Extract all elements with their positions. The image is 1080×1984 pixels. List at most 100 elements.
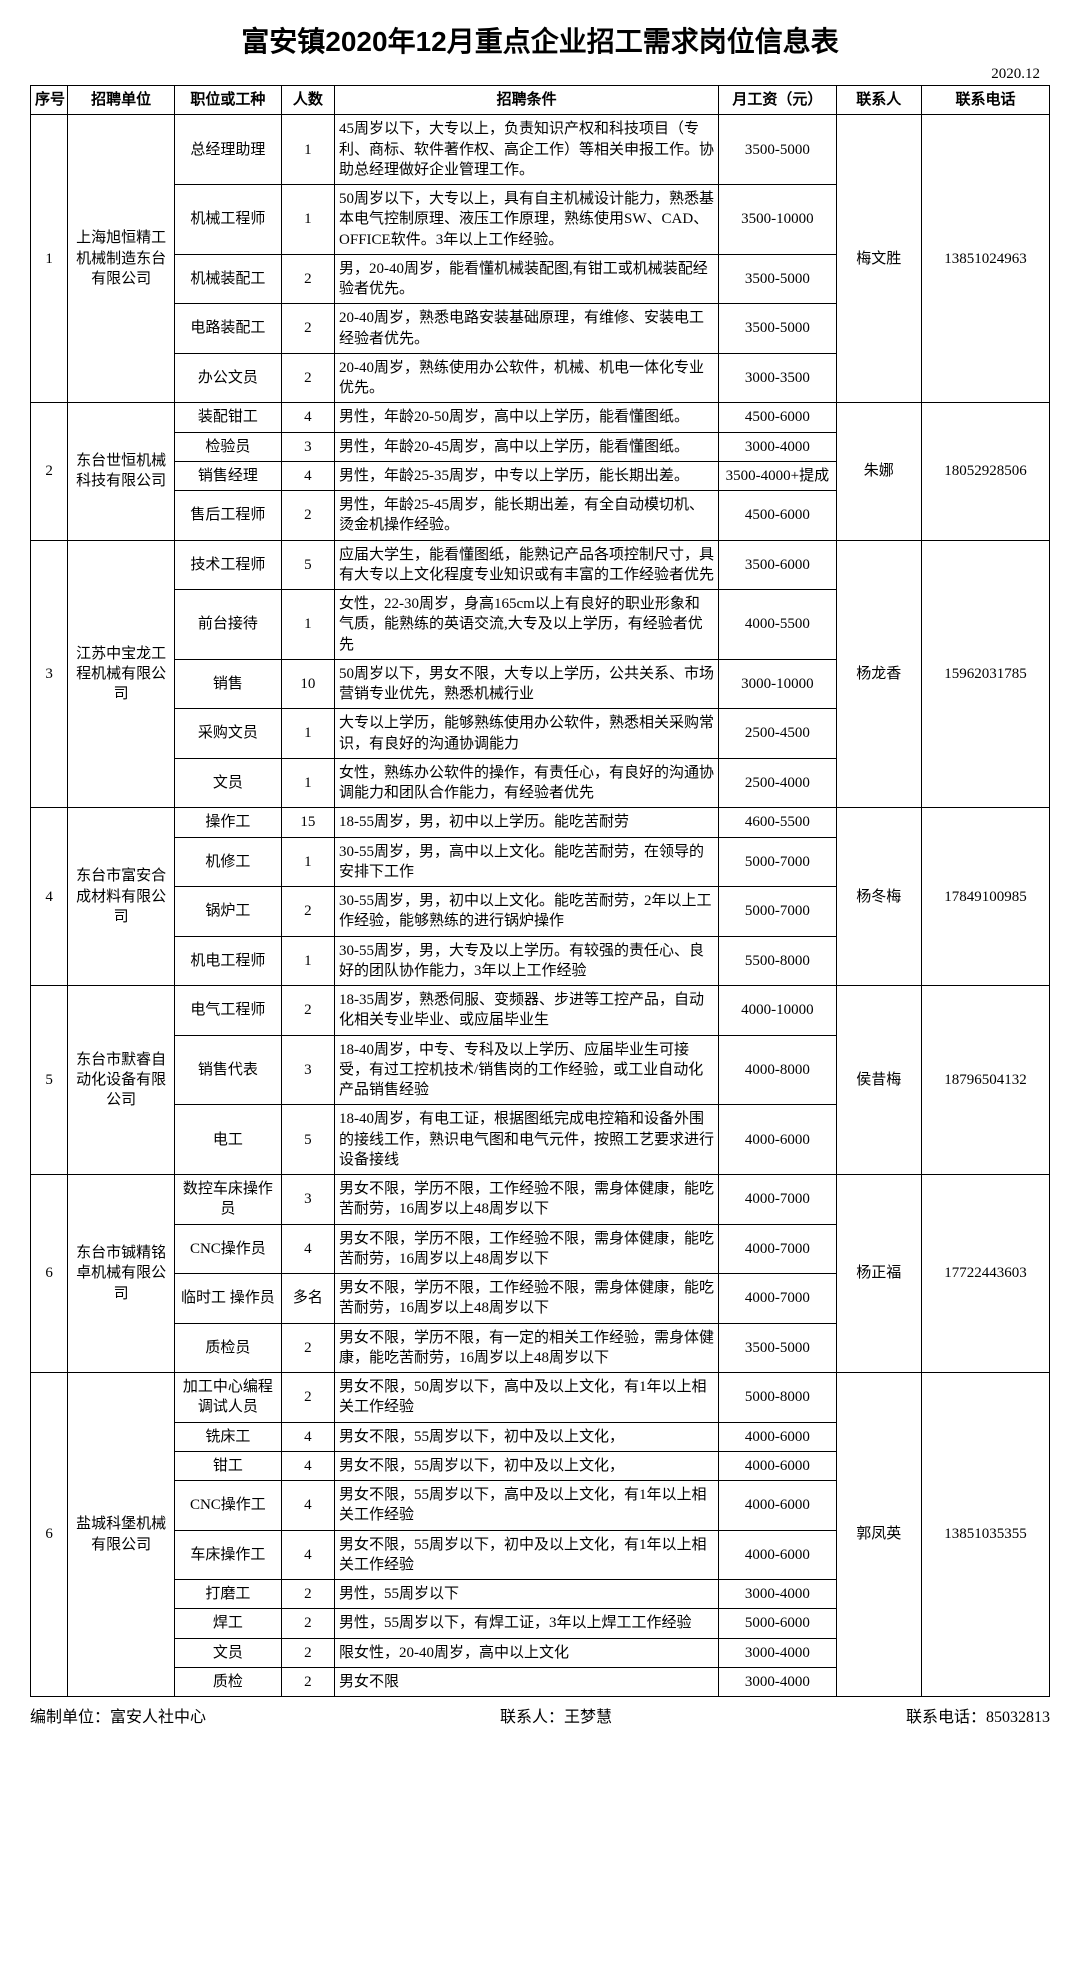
cell-position: 文员: [175, 758, 282, 808]
table-row: 6东台市铖精铭卓机械有限公司数控车床操作员3男女不限，学历不限，工作经验不限，需…: [31, 1175, 1050, 1225]
cell-company: 江苏中宝龙工程机械有限公司: [68, 540, 175, 808]
cell-count: 1: [281, 709, 334, 759]
cell-phone: 13851035355: [921, 1373, 1049, 1697]
cell-requirement: 女性，熟练办公软件的操作，有责任心，有良好的沟通协调能力和团队合作能力，有经验者…: [335, 758, 719, 808]
cell-salary: 4000-8000: [719, 1035, 836, 1105]
cell-position: 文员: [175, 1638, 282, 1667]
cell-position: 技术工程师: [175, 540, 282, 590]
cell-count: 2: [281, 887, 334, 937]
cell-count: 4: [281, 1422, 334, 1451]
cell-requirement: 男性，55周岁以下: [335, 1580, 719, 1609]
cell-idx: 6: [31, 1175, 68, 1373]
cell-salary: 4000-6000: [719, 1481, 836, 1531]
footer-phone: 联系电话：85032813: [906, 1703, 1050, 1727]
cell-contact: 杨正福: [836, 1175, 921, 1373]
cell-company: 东台世恒机械科技有限公司: [68, 403, 175, 540]
cell-count: 4: [281, 1451, 334, 1480]
cell-salary: 3500-4000+提成: [719, 461, 836, 490]
cell-count: 1: [281, 185, 334, 255]
cell-salary: 3500-5000: [719, 115, 836, 185]
cell-requirement: 男女不限，55周岁以下，初中及以上文化，有1年以上相关工作经验: [335, 1530, 719, 1580]
cell-position: 检验员: [175, 432, 282, 461]
cell-position: CNC操作工: [175, 1481, 282, 1531]
cell-salary: 5000-7000: [719, 837, 836, 887]
cell-count: 5: [281, 540, 334, 590]
cell-count: 2: [281, 1609, 334, 1638]
cell-requirement: 男，20-40周岁，能看懂机械装配图,有钳工或机械装配经验者优先。: [335, 254, 719, 304]
cell-count: 2: [281, 1323, 334, 1373]
cell-count: 1: [281, 590, 334, 660]
cell-contact: 杨冬梅: [836, 808, 921, 986]
cell-salary: 4000-7000: [719, 1224, 836, 1274]
cell-requirement: 男性，年龄25-35周岁，中专以上学历，能长期出差。: [335, 461, 719, 490]
cell-count: 2: [281, 304, 334, 354]
cell-phone: 15962031785: [921, 540, 1049, 808]
cell-requirement: 男性，年龄20-50周岁，高中以上学历，能看懂图纸。: [335, 403, 719, 432]
cell-count: 10: [281, 659, 334, 709]
cell-requirement: 50周岁以下，男女不限，大专以上学历，公共关系、市场营销专业优先，熟悉机械行业: [335, 659, 719, 709]
cell-requirement: 男女不限，学历不限，工作经验不限，需身体健康，能吃苦耐劳，16周岁以上48周岁以…: [335, 1274, 719, 1324]
table-row: 1上海旭恒精工机械制造东台有限公司总经理助理145周岁以下，大专以上，负责知识产…: [31, 115, 1050, 185]
cell-requirement: 应届大学生，能看懂图纸，能熟记产品各项控制尺寸，具有大专以上文化程度专业知识或有…: [335, 540, 719, 590]
table-row: 4东台市富安合成材料有限公司操作工1518-55周岁，男，初中以上学历。能吃苦耐…: [31, 808, 1050, 837]
cell-salary: 4000-10000: [719, 986, 836, 1036]
cell-count: 2: [281, 254, 334, 304]
cell-position: 车床操作工: [175, 1530, 282, 1580]
cell-count: 15: [281, 808, 334, 837]
cell-salary: 3000-3500: [719, 353, 836, 403]
cell-contact: 朱娜: [836, 403, 921, 540]
cell-requirement: 20-40周岁，熟悉电路安装基础原理，有维修、安装电工经验者优先。: [335, 304, 719, 354]
cell-phone: 18052928506: [921, 403, 1049, 540]
cell-count: 多名: [281, 1274, 334, 1324]
cell-count: 4: [281, 1224, 334, 1274]
cell-salary: 5000-6000: [719, 1609, 836, 1638]
cell-requirement: 30-55周岁，男，大专及以上学历。有较强的责任心、良好的团队协作能力，3年以上…: [335, 936, 719, 986]
table-body: 1上海旭恒精工机械制造东台有限公司总经理助理145周岁以下，大专以上，负责知识产…: [31, 115, 1050, 1697]
cell-count: 1: [281, 115, 334, 185]
table-header-row: 序号 招聘单位 职位或工种 人数 招聘条件 月工资（元） 联系人 联系电话: [31, 86, 1050, 115]
cell-salary: 4000-6000: [719, 1451, 836, 1480]
cell-position: 售后工程师: [175, 491, 282, 541]
page-title: 富安镇2020年12月重点企业招工需求岗位信息表: [30, 20, 1050, 60]
cell-position: 装配钳工: [175, 403, 282, 432]
cell-count: 2: [281, 1580, 334, 1609]
cell-position: 电工: [175, 1105, 282, 1175]
cell-position: 机修工: [175, 837, 282, 887]
cell-salary: 4000-5500: [719, 590, 836, 660]
cell-salary: 3000-4000: [719, 1667, 836, 1696]
cell-idx: 5: [31, 986, 68, 1175]
cell-position: 总经理助理: [175, 115, 282, 185]
cell-count: 2: [281, 353, 334, 403]
cell-count: 2: [281, 1373, 334, 1423]
cell-requirement: 18-35周岁，熟悉伺服、变频器、步进等工控产品，自动化相关专业毕业、或应届毕业…: [335, 986, 719, 1036]
cell-count: 5: [281, 1105, 334, 1175]
cell-position: 机械装配工: [175, 254, 282, 304]
cell-salary: 4500-6000: [719, 491, 836, 541]
cell-requirement: 18-40周岁，有电工证，根据图纸完成电控箱和设备外围的接线工作，熟识电气图和电…: [335, 1105, 719, 1175]
cell-requirement: 18-55周岁，男，初中以上学历。能吃苦耐劳: [335, 808, 719, 837]
cell-salary: 2500-4000: [719, 758, 836, 808]
cell-salary: 4000-7000: [719, 1274, 836, 1324]
cell-idx: 3: [31, 540, 68, 808]
cell-phone: 18796504132: [921, 986, 1049, 1175]
cell-position: 机电工程师: [175, 936, 282, 986]
cell-company: 盐城科堡机械有限公司: [68, 1373, 175, 1697]
cell-idx: 1: [31, 115, 68, 403]
cell-count: 2: [281, 986, 334, 1036]
cell-salary: 4600-5500: [719, 808, 836, 837]
cell-company: 东台市富安合成材料有限公司: [68, 808, 175, 986]
cell-salary: 3500-10000: [719, 185, 836, 255]
cell-count: 4: [281, 461, 334, 490]
th-position: 职位或工种: [175, 86, 282, 115]
cell-requirement: 男性，年龄20-45周岁，高中以上学历，能看懂图纸。: [335, 432, 719, 461]
cell-salary: 5000-8000: [719, 1373, 836, 1423]
th-requirement: 招聘条件: [335, 86, 719, 115]
table-row: 6盐城科堡机械有限公司加工中心编程调试人员2男女不限，50周岁以下，高中及以上文…: [31, 1373, 1050, 1423]
cell-salary: 2500-4500: [719, 709, 836, 759]
footer-org: 编制单位：富安人社中心: [30, 1703, 206, 1727]
cell-contact: 侯昔梅: [836, 986, 921, 1175]
cell-salary: 4000-6000: [719, 1530, 836, 1580]
cell-count: 3: [281, 1175, 334, 1225]
th-count: 人数: [281, 86, 334, 115]
cell-position: 质检员: [175, 1323, 282, 1373]
